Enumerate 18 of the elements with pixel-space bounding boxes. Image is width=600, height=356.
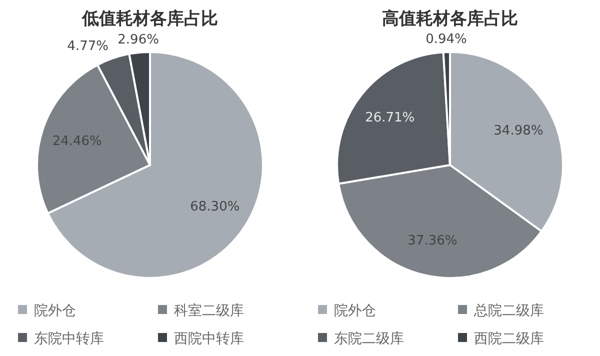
data-label: 68.30% [190, 200, 240, 215]
data-label: 24.46% [52, 134, 102, 150]
data-label: 0.94% [426, 32, 467, 48]
legend-label: 院外仓 [34, 302, 76, 319]
data-label: 2.96% [118, 32, 159, 48]
legend-label: 西院二级库 [474, 330, 544, 347]
data-label: 26.71% [365, 110, 415, 126]
data-label: 4.77% [67, 38, 108, 54]
data-label: 34.98% [494, 124, 544, 139]
legend-label: 西院中转库 [174, 330, 244, 347]
data-label: 37.36% [408, 233, 458, 248]
legend-label: 东院中转库 [34, 330, 104, 347]
legend-label: 东院二级库 [334, 330, 404, 347]
legend-label: 总院二级库 [473, 302, 544, 319]
legend-label: 院外仓 [334, 302, 376, 319]
legend-label: 科室二级库 [174, 302, 244, 319]
chart-title: 高值耗材各库占比 [382, 9, 518, 29]
chart-title: 低值耗材各库占比 [81, 9, 218, 29]
